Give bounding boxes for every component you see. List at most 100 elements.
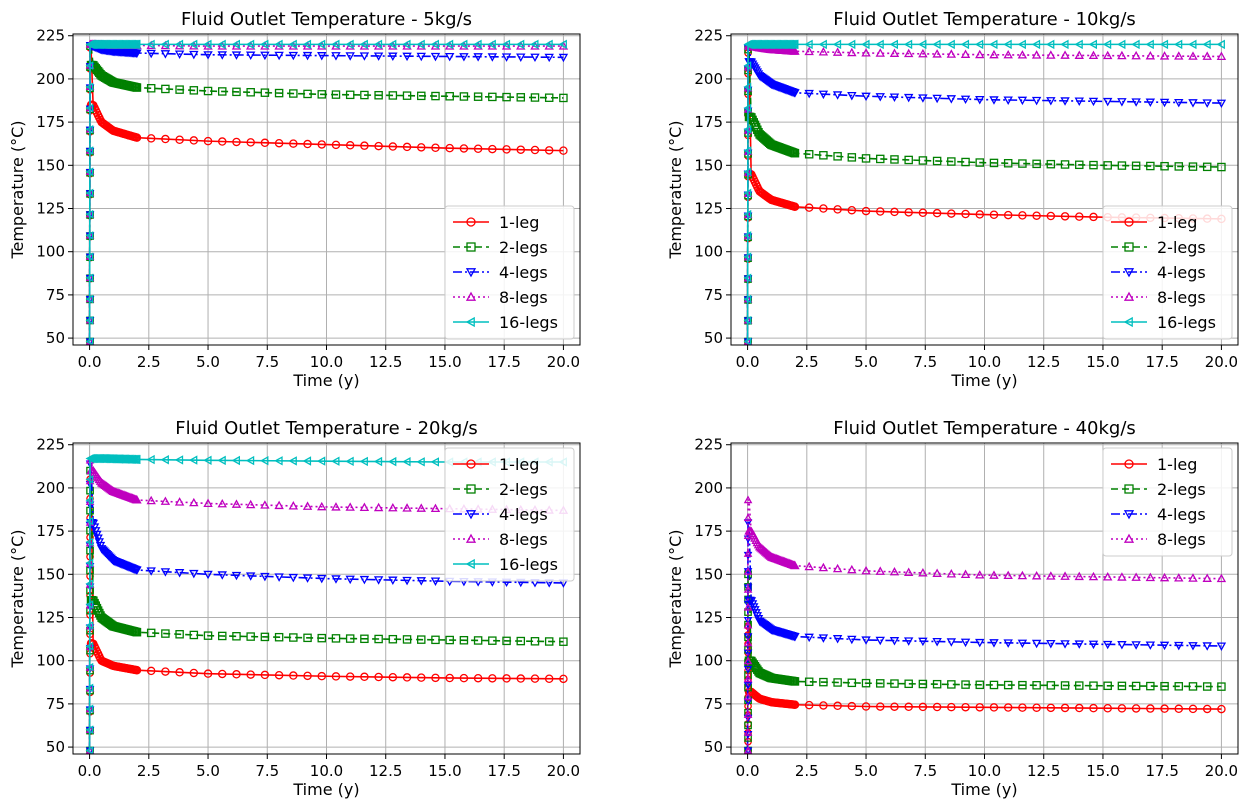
y-tick-label: 200	[36, 479, 65, 497]
data-point	[847, 47, 857, 57]
legend-item-2-legs: 2-legs	[453, 238, 548, 257]
data-point	[388, 634, 398, 644]
legend-label: 1-leg	[499, 213, 539, 232]
data-point	[1046, 159, 1056, 169]
data-point	[861, 92, 871, 102]
data-point	[303, 671, 312, 681]
legend-box	[1102, 447, 1233, 557]
data-point	[458, 39, 468, 50]
data-point	[743, 692, 753, 701]
data-point	[743, 273, 752, 283]
data-point	[1131, 161, 1141, 171]
data-point	[790, 632, 800, 642]
data-point	[218, 137, 227, 146]
data-point	[960, 49, 971, 58]
data-point	[1188, 99, 1198, 108]
data-point	[1160, 681, 1169, 691]
data-point	[932, 568, 942, 577]
data-point	[331, 456, 340, 466]
data-point	[85, 252, 94, 261]
data-point	[146, 134, 156, 143]
data-point	[1188, 573, 1198, 582]
data-point	[861, 636, 871, 645]
data-point	[345, 634, 355, 643]
data-point	[960, 638, 971, 648]
data-point	[875, 39, 884, 50]
data-point	[161, 629, 170, 638]
data-point	[302, 51, 313, 61]
data-point	[1145, 572, 1156, 582]
data-point	[430, 457, 440, 467]
data-point	[374, 672, 383, 682]
data-point	[544, 39, 553, 50]
data-point	[373, 576, 384, 585]
data-point	[743, 584, 753, 593]
data-point	[932, 702, 942, 712]
y-tick-label: 125	[36, 609, 65, 627]
legend-label: 2-legs	[1157, 238, 1206, 257]
data-point	[1216, 39, 1225, 50]
legend-item-16-legs: 16-legs	[453, 313, 558, 332]
data-point	[402, 457, 411, 467]
data-point	[274, 456, 283, 466]
data-point	[932, 94, 942, 104]
data-point	[790, 148, 800, 158]
x-tick-label: 7.5	[255, 762, 279, 780]
legend-item-8-legs: 8-legs	[1111, 288, 1206, 307]
data-point	[889, 566, 900, 576]
data-point	[1146, 161, 1155, 171]
data-point	[160, 455, 169, 465]
data-point	[431, 143, 440, 153]
legend-label: 16-legs	[1157, 313, 1216, 332]
x-tick-label: 0.0	[78, 762, 102, 780]
data-point	[904, 702, 913, 712]
data-point	[790, 560, 800, 570]
data-point	[832, 635, 843, 644]
y-tick-label: 50	[46, 738, 65, 756]
data-point	[417, 143, 426, 152]
data-point	[1131, 39, 1140, 50]
data-point	[260, 88, 270, 97]
data-point	[317, 501, 327, 511]
data-point	[875, 48, 885, 57]
data-point	[502, 636, 511, 646]
data-point	[847, 678, 857, 688]
data-point	[85, 725, 94, 734]
data-point	[146, 628, 156, 638]
data-point	[1018, 211, 1027, 220]
data-point	[231, 571, 242, 581]
y-axis-label: Temperature (°C)	[8, 529, 27, 668]
y-tick-label: 50	[46, 329, 65, 347]
data-point	[274, 39, 283, 50]
data-point	[345, 456, 354, 467]
data-point	[1145, 641, 1156, 650]
data-point	[1174, 641, 1184, 651]
legend-item-4-legs: 4-legs	[1111, 263, 1206, 282]
data-point	[374, 141, 383, 151]
data-point	[246, 88, 255, 97]
data-point	[904, 155, 913, 165]
data-point	[790, 202, 800, 212]
data-point	[259, 455, 269, 466]
legend-marker	[466, 242, 476, 252]
data-point	[85, 316, 94, 325]
data-point	[302, 456, 312, 466]
data-point	[1074, 97, 1084, 106]
legend-label: 1-leg	[499, 455, 539, 474]
data-point	[947, 157, 956, 166]
data-point	[218, 669, 227, 679]
data-point	[331, 634, 341, 643]
x-tick-label: 17.5	[1145, 762, 1178, 780]
data-point	[360, 634, 369, 644]
data-point	[231, 455, 241, 466]
data-point	[473, 39, 482, 50]
data-point	[832, 91, 843, 100]
x-tick-label: 20.0	[1205, 762, 1238, 780]
data-point	[743, 209, 752, 219]
data-point	[231, 51, 242, 60]
x-tick-label: 0.0	[736, 762, 760, 780]
data-point	[861, 206, 871, 216]
data-point	[1031, 39, 1041, 50]
data-point	[743, 337, 752, 345]
data-point	[146, 84, 156, 93]
